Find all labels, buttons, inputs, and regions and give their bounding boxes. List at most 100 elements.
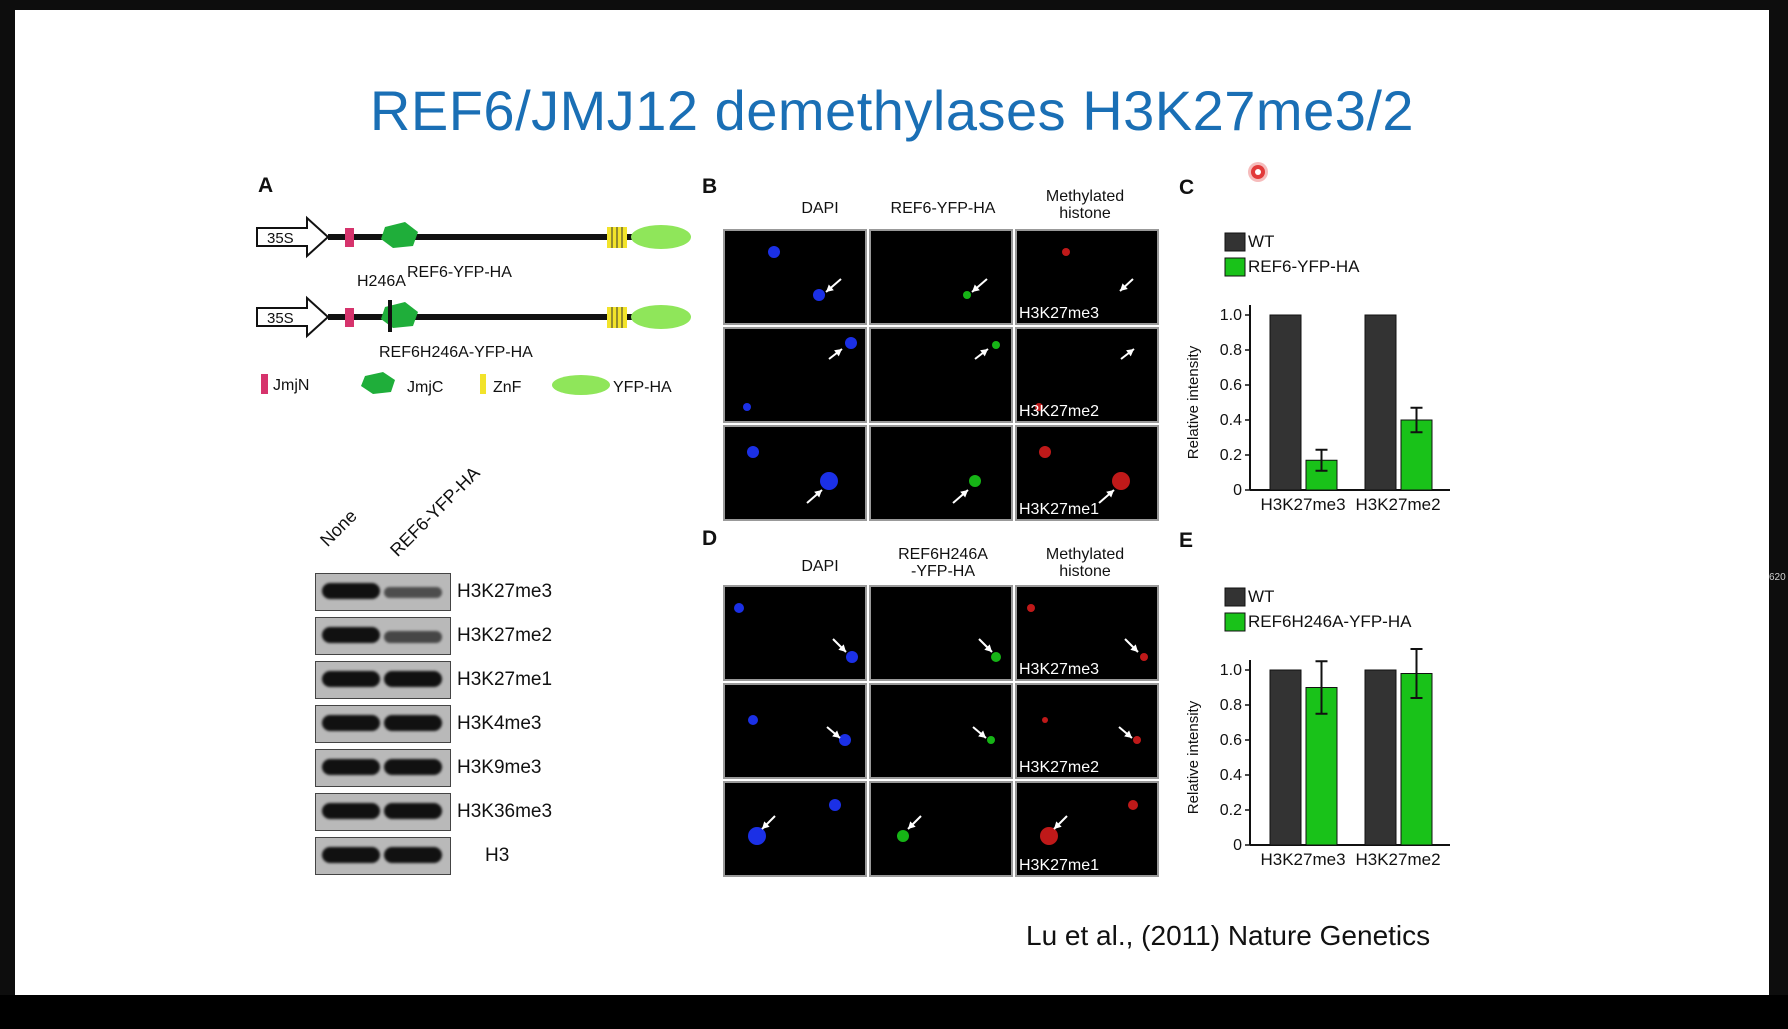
- blot-band: [322, 671, 380, 687]
- blot-row-label: H3K4me3: [457, 713, 542, 734]
- micrograph-label: H3K27me1: [1019, 501, 1100, 518]
- blot-band: [322, 759, 380, 775]
- citation: Lu et al., (2011) Nature Genetics: [1026, 920, 1431, 951]
- bar: [1364, 314, 1397, 491]
- panel-b-col-methyl: Methylated histone: [1045, 188, 1125, 222]
- yfp-ha-tag: [631, 225, 691, 249]
- legend-label: WT: [1248, 232, 1274, 251]
- construct-2: H246A 35S REF6H246A-YFP-HA: [256, 273, 691, 361]
- blot-band: [322, 627, 380, 643]
- blot-band: [322, 583, 380, 599]
- bottom-black-bar: [0, 995, 1788, 1029]
- micrograph-tile: H3K27me2: [1015, 683, 1159, 779]
- panel-d-letter: D: [702, 527, 718, 550]
- blot-strip: [315, 837, 451, 875]
- bar: [1400, 673, 1433, 846]
- jmjn-domain: [345, 228, 354, 247]
- panel-b-col-dapi: DAPI: [801, 200, 839, 217]
- x-tick-label: H3K27me3: [1260, 495, 1345, 514]
- micrograph-tile: [869, 585, 1013, 681]
- panel-a-letter: A: [258, 174, 274, 197]
- y-tick-label: 0.6: [1220, 732, 1242, 749]
- jmjc-domain: [381, 222, 418, 248]
- blot-band: [384, 803, 442, 819]
- legend-yfp: YFP-HA: [613, 379, 672, 396]
- domain-legend: JmjN JmjC ZnF YFP-HA: [261, 372, 672, 396]
- blot-row-label: H3: [485, 845, 510, 866]
- micrograph-tile: [869, 425, 1013, 521]
- panel-e-bar-chart: WT REF6H246A-YFP-HA 0 0.2 0.4 0.6 0.8 1.0 Relati…: [1185, 587, 1450, 869]
- micrograph-tile: [723, 425, 867, 521]
- blot-strip: [315, 705, 451, 743]
- micrograph-tile: [869, 683, 1013, 779]
- construct-diagram: 35S REF6-YFP-HA H246A 35S REF6H246A: [256, 215, 691, 396]
- blot-row-label: H3K36me3: [457, 801, 553, 822]
- blot-band: [384, 631, 442, 643]
- y-tick-label: 0.4: [1220, 412, 1242, 429]
- micrograph-label: H3K27me2: [1019, 759, 1100, 776]
- bar: [1269, 314, 1302, 491]
- blot-strip: [315, 749, 451, 787]
- blot-strip: [315, 617, 451, 655]
- lane-label-ref6: REF6-YFP-HA: [386, 462, 484, 561]
- panel-d-col-methyl: Methylated histone: [1045, 546, 1125, 580]
- slide-title: REF6/JMJ12 demethylases H3K27me3/2: [369, 79, 1415, 142]
- bar: [1364, 669, 1397, 846]
- construct-1-label: REF6-YFP-HA: [407, 264, 512, 281]
- micrograph-tile: H3K27me3: [1015, 585, 1159, 681]
- y-tick-label: 1.0: [1220, 307, 1242, 324]
- blot-band: [384, 587, 442, 598]
- micrograph-tile: [869, 327, 1013, 423]
- panel-b-col-fusion: REF6-YFP-HA: [890, 200, 996, 217]
- lane-label-none: None: [316, 505, 361, 551]
- micrograph-tile: [723, 327, 867, 423]
- pointer-cursor-icon: [1251, 165, 1265, 179]
- blot-band: [384, 847, 442, 863]
- micrograph-tile: [723, 585, 867, 681]
- blot-band: [384, 715, 442, 731]
- blot-strip: [315, 661, 451, 699]
- legend-swatch: [1224, 257, 1246, 277]
- promoter-label: 35S: [267, 230, 294, 247]
- panel-d-col-fusion: REF6H246A -YFP-HA: [898, 546, 988, 580]
- blot-strip: [315, 793, 451, 831]
- y-tick-label: 0: [1233, 837, 1242, 854]
- legend-label: WT: [1248, 587, 1274, 606]
- y-tick-label: 0.8: [1220, 342, 1242, 359]
- panel-c-bar-chart: WT REF6-YFP-HA 0 0.2 0.4 0.6 0.8 1.0 Relative in…: [1185, 232, 1450, 514]
- panel-b-letter: B: [702, 175, 718, 198]
- legend-swatch: [1224, 232, 1246, 252]
- micrograph-tile: H3K27me3: [1015, 229, 1159, 325]
- promoter-arrow: [256, 215, 330, 259]
- legend-swatch: [1224, 587, 1246, 607]
- y-tick-label: 0: [1233, 482, 1242, 499]
- blot-row-label: H3K27me3: [457, 581, 553, 602]
- construct-2-label: REF6H246A-YFP-HA: [379, 344, 533, 361]
- slide: REF6/JMJ12 demethylases H3K27me3/2 A 35S…: [15, 10, 1769, 995]
- blot-band: [384, 671, 442, 687]
- panel-e-letter: E: [1179, 529, 1194, 552]
- micrograph-tile: [723, 683, 867, 779]
- micrograph-label: H3K27me2: [1019, 403, 1100, 420]
- panel-d-col-dapi: DAPI: [801, 558, 839, 575]
- y-tick-label: 0.2: [1220, 802, 1242, 819]
- y-tick-label: 1.0: [1220, 662, 1242, 679]
- micrograph-tile: [723, 781, 867, 877]
- micrograph-tile: [869, 229, 1013, 325]
- bar: [1269, 669, 1302, 846]
- construct-1: 35S REF6-YFP-HA: [256, 215, 691, 281]
- micrograph-label: H3K27me3: [1019, 661, 1100, 678]
- blot-band: [384, 759, 442, 775]
- blot-strip: [315, 573, 451, 611]
- blot-band: [322, 715, 380, 731]
- edge-label: 620: [1769, 572, 1786, 583]
- micrograph-label: H3K27me3: [1019, 305, 1100, 322]
- panel-c-letter: C: [1179, 176, 1195, 199]
- legend-swatch: [1224, 612, 1246, 632]
- blot-row-label: H3K27me1: [457, 669, 553, 690]
- legend-label: REF6H246A-YFP-HA: [1248, 612, 1412, 631]
- micrograph-label: H3K27me1: [1019, 857, 1100, 874]
- svg-text:35S: 35S: [267, 310, 294, 327]
- y-axis-label: Relative intensity: [1185, 700, 1202, 814]
- legend-label: REF6-YFP-HA: [1248, 257, 1360, 276]
